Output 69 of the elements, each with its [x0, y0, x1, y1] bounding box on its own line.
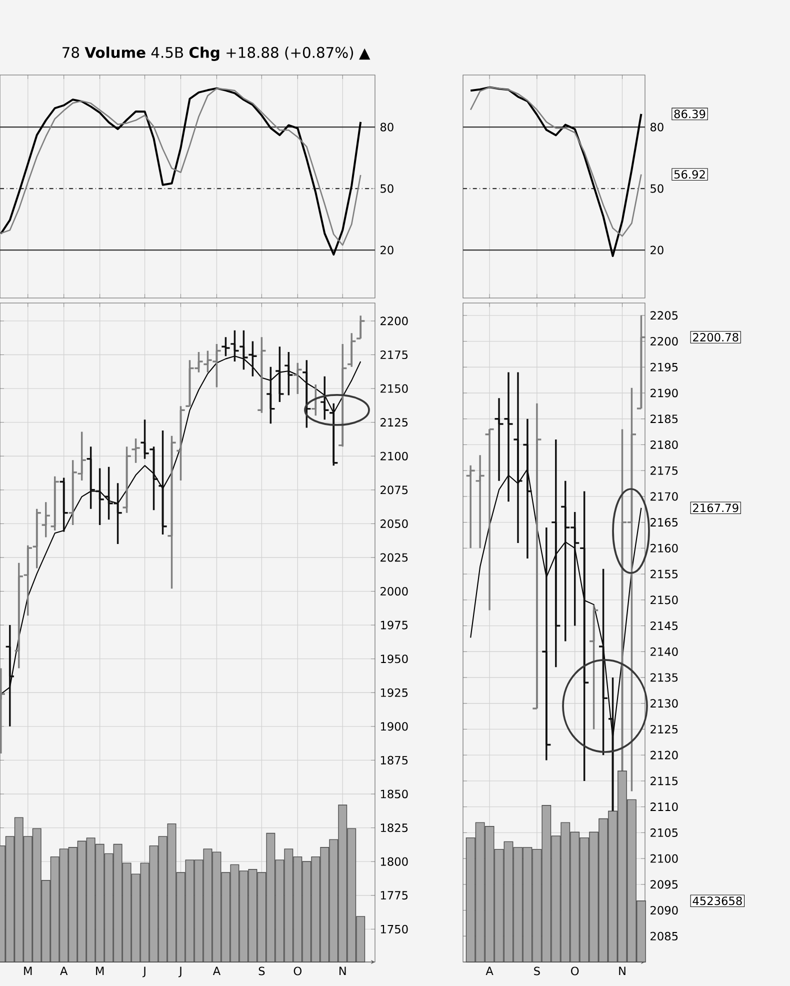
y-tick-label: 2150: [380, 384, 408, 393]
y-tick-label: 80: [650, 122, 664, 132]
text: 4523658: [692, 896, 742, 906]
y-tick-label: 2100: [380, 452, 408, 460]
y-tick-label: 2195: [650, 362, 678, 372]
y-tick-label: 2185: [650, 414, 678, 424]
y-tick-label: 2115: [650, 776, 678, 786]
y-tick-label: 2025: [380, 553, 408, 562]
y-tick-label: 1875: [380, 756, 408, 765]
text: 86.39: [674, 110, 706, 118]
y-tick-label: 2125: [650, 724, 678, 734]
y-tick-label: 20: [380, 246, 394, 254]
x-tick-label: J: [178, 966, 182, 978]
x-tick-label: J: [142, 966, 146, 978]
y-tick-label: 1800: [380, 857, 408, 866]
y-tick-label: 20: [650, 246, 664, 254]
y-tick-label: 2110: [650, 802, 678, 812]
y-tick-label: 2180: [650, 440, 678, 450]
y-tick-label: 1975: [380, 620, 408, 630]
y-tick-label: 50: [380, 184, 394, 193]
x-tick-label: S: [258, 966, 265, 976]
x-tick-label: M: [96, 966, 104, 975]
y-tick-label: 2170: [650, 492, 678, 501]
y-tick-label: 80: [380, 122, 394, 132]
y-tick-label: 2155: [650, 570, 678, 578]
x-tick-label: S: [534, 966, 540, 976]
y-tick-label: 2050: [380, 519, 408, 528]
y-tick-label: 2145: [650, 621, 678, 630]
text: 56.92: [674, 170, 705, 179]
y-tick-label: 1750: [380, 924, 408, 934]
y-tick-label: 2165: [650, 518, 678, 527]
x-tick-label: O: [571, 966, 579, 976]
y-tick-label: 1825: [380, 824, 408, 832]
y-tick-label: 2105: [650, 828, 678, 837]
chart-title: 78 Volume 4.5B Chg +18.88 (+0.87%) ▲: [62, 46, 370, 61]
y-tick-label: 2000: [380, 586, 408, 596]
y-tick-label: 2085: [650, 932, 678, 940]
x-tick-label: N: [339, 966, 346, 975]
text: 2167.79: [693, 504, 738, 512]
y-tick-label: 2175: [380, 350, 408, 360]
x-tick-label: O: [294, 966, 302, 976]
y-tick-label: 2200: [650, 336, 678, 346]
y-tick-label: 1900: [380, 722, 408, 731]
x-tick-label: M: [24, 966, 32, 975]
y-tick-label: 2160: [650, 544, 678, 552]
y-tick-label: 2130: [650, 699, 678, 708]
y-tick-label: 2075: [380, 486, 408, 494]
y-tick-label: 2100: [650, 854, 678, 863]
y-tick-label: 2205: [650, 311, 678, 320]
y-tick-label: 1950: [380, 654, 408, 664]
y-tick-label: 2175: [650, 466, 678, 475]
y-tick-label: 1925: [380, 688, 408, 697]
x-tick-label: A: [486, 966, 494, 975]
y-tick-label: 2135: [650, 673, 678, 682]
y-tick-label: 50: [650, 184, 664, 193]
y-tick-label: 1775: [380, 891, 408, 900]
y-tick-label: 2125: [380, 418, 408, 427]
y-tick-label: 1850: [380, 790, 408, 798]
y-tick-label: 2150: [650, 596, 678, 604]
x-tick-label: A: [60, 966, 68, 975]
x-tick-label: A: [212, 966, 221, 975]
y-tick-label: 2120: [650, 750, 678, 760]
y-tick-label: 2090: [650, 906, 678, 915]
text: 2200.78: [693, 332, 738, 342]
y-tick-label: 2190: [650, 388, 678, 398]
y-tick-label: 2140: [650, 647, 678, 656]
x-tick-label: N: [619, 966, 626, 975]
y-tick-label: 2200: [380, 316, 408, 326]
y-tick-label: 2095: [650, 880, 678, 889]
